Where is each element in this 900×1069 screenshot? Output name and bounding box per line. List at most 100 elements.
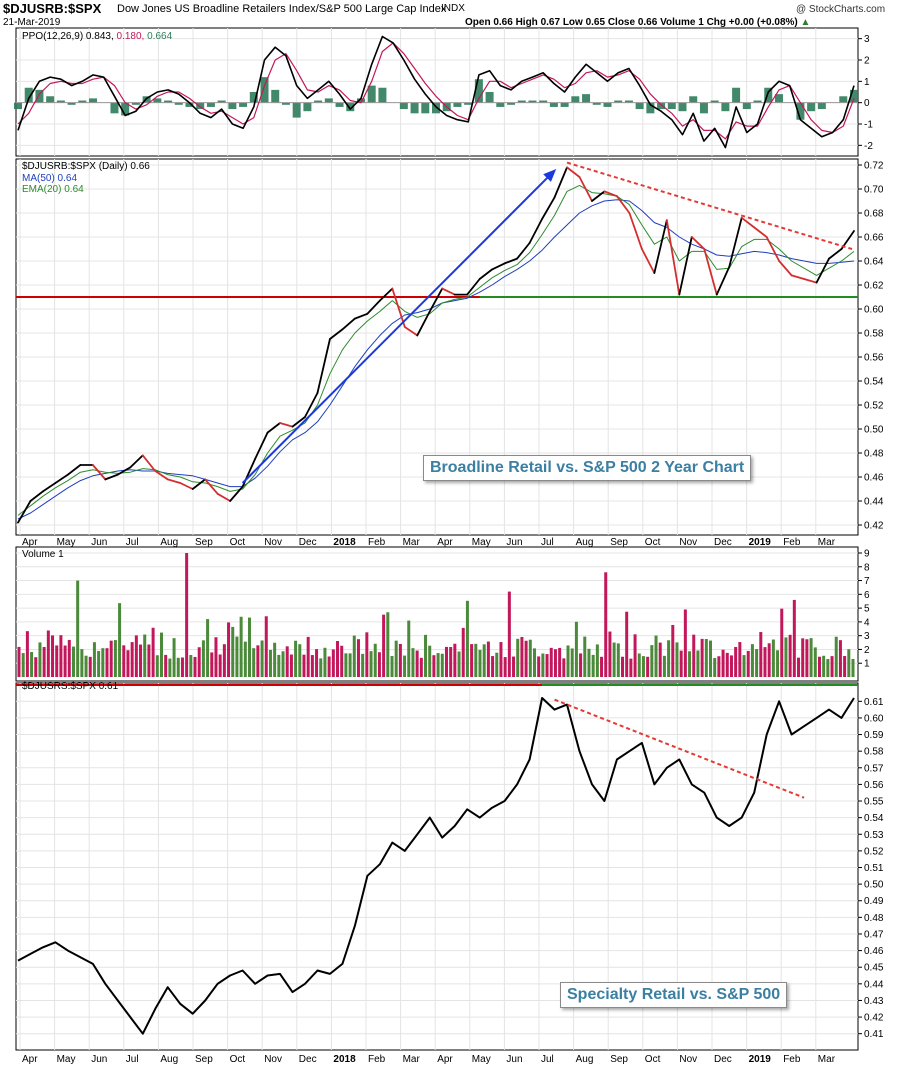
volume-bar [851, 659, 855, 677]
volume-bar [51, 635, 55, 677]
volume-bar [654, 635, 658, 677]
specialty-axis-tick-label: 0.43 [864, 996, 884, 1007]
volume-bar [231, 626, 235, 677]
volume-bar [340, 645, 344, 677]
price-line-segment [67, 464, 82, 476]
volume-bar [759, 632, 763, 677]
specialty-axis-tick-label: 0.60 [864, 713, 884, 724]
price-axis-tick-label: 0.62 [864, 281, 884, 292]
specialty-price-line [17, 697, 855, 1035]
specialty-legend: $DJUSRS:$SPX 0.61 [22, 681, 119, 692]
volume-bar [629, 658, 633, 677]
price-x-tick-label: Mar [818, 537, 836, 548]
volume-bar [25, 631, 29, 677]
specialty-axis-tick-label: 0.58 [864, 747, 884, 758]
volume-bar [780, 608, 784, 677]
volume-bar [700, 638, 704, 677]
price-line-segment [378, 287, 394, 302]
volume-bar [214, 637, 218, 677]
volume-bar [126, 650, 130, 677]
volume-bar [352, 635, 356, 677]
specialty-x-tick-label: Apr [437, 1054, 453, 1065]
specialty-axis-tick-label: 0.41 [864, 1029, 884, 1040]
specialty-axis-tick-label: 0.51 [864, 863, 884, 874]
specialty-x-tick-label: Mar [818, 1054, 836, 1065]
price-line-segment [179, 482, 194, 490]
volume-bar [524, 640, 528, 677]
volume-bar [457, 651, 461, 677]
price-x-tick-label: Dec [299, 537, 317, 548]
volume-bar [97, 651, 101, 677]
volume-bar [616, 643, 620, 677]
price-x-tick-label: Aug [160, 537, 178, 548]
price-x-tick-label: 2019 [749, 537, 772, 548]
price-x-tick-label: 2018 [333, 537, 356, 548]
stockcharts-watermark: @ StockCharts.com [796, 4, 886, 15]
volume-bar [67, 639, 71, 677]
price-x-tick-label: Sep [195, 537, 213, 548]
volume-bar [574, 621, 578, 677]
volume-bar [734, 646, 738, 677]
specialty-x-tick-label: Dec [714, 1054, 732, 1065]
ppo-signal-line [17, 42, 855, 140]
ppo-axis-tick-label: -1 [864, 120, 873, 131]
price-line-segment [528, 218, 543, 244]
volume-bar [256, 645, 260, 677]
volume-bar [193, 656, 197, 677]
volume-bar [134, 635, 138, 677]
ppo-axis-tick-label: 3 [864, 34, 870, 45]
price-line-segment [566, 166, 581, 178]
price-line-segment [578, 176, 593, 202]
volume-bar [377, 652, 381, 677]
price-line-segment [341, 317, 356, 331]
volume-bar [520, 636, 524, 677]
price-line-segment [17, 500, 32, 524]
volume-bar [92, 642, 96, 677]
volume-bar [709, 640, 713, 677]
volume-bar [461, 627, 465, 677]
price-x-tick-label: Aug [576, 537, 594, 548]
volume-bar [486, 641, 490, 677]
specialty-axis-tick-label: 0.61 [864, 697, 884, 708]
price-line-segment [466, 278, 481, 296]
price-legend: $DJUSRB:$SPX (Daily) 0.66 [22, 161, 150, 172]
volume-bar [834, 636, 838, 677]
price-line-segment [516, 242, 531, 260]
volume-bar [356, 639, 360, 677]
price-line-segment [166, 478, 182, 484]
specialty-x-tick-label: Aug [576, 1054, 594, 1065]
volume-bar [595, 644, 599, 677]
volume-bar [683, 609, 687, 677]
specialty-axis-tick-label: 0.57 [864, 763, 884, 774]
price-x-tick-label: Mar [403, 537, 421, 548]
volume-bar [168, 658, 172, 677]
specialty-axis-tick-label: 0.56 [864, 780, 884, 791]
price-line-segment [129, 454, 144, 469]
volume-bar [315, 649, 319, 677]
price-line-segment [541, 196, 556, 220]
volume-bar [746, 650, 750, 677]
volume-bar [390, 656, 394, 677]
price-x-tick-label: Jul [541, 537, 554, 548]
volume-bar [646, 656, 650, 677]
price-x-tick-label: Jul [126, 537, 139, 548]
volume-bar [348, 653, 352, 677]
volume-bar [440, 653, 444, 677]
chart-symbol: $DJUSRB:$SPX [3, 1, 102, 16]
price-line-segment [229, 485, 244, 502]
ohlc-readout: Open 0.66 High 0.67 Low 0.65 Close 0.66 … [465, 17, 810, 28]
price-line-segment [803, 278, 818, 284]
volume-bar [453, 643, 457, 677]
volume-bar [755, 649, 759, 677]
volume-bar [474, 643, 478, 677]
volume-bar [260, 640, 264, 677]
ema20-legend: EMA(20) 0.64 [22, 184, 84, 195]
volume-bar [591, 654, 595, 677]
volume-bar [679, 650, 683, 677]
price-line-segment [42, 482, 57, 493]
volume-axis-tick-label: 5 [864, 604, 870, 615]
volume-bar [516, 638, 520, 677]
price-x-tick-label: Sep [610, 537, 628, 548]
volume-bar [55, 645, 59, 677]
volume-bar [248, 617, 252, 677]
